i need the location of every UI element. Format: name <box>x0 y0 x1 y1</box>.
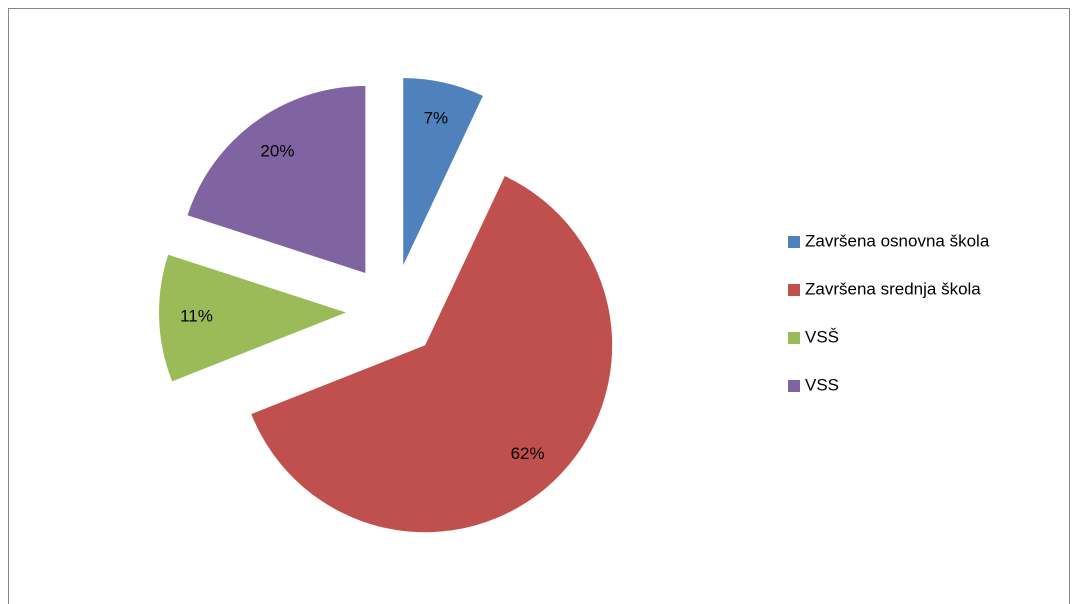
pie-slice <box>251 176 613 533</box>
pie-slice <box>159 254 347 382</box>
data-label: 11% <box>180 307 213 326</box>
data-label: 7% <box>424 109 449 128</box>
legend-swatch <box>788 284 800 296</box>
data-label: 62% <box>511 444 545 463</box>
legend-swatch <box>788 332 800 344</box>
pie-slice <box>403 78 483 266</box>
legend-label: Završena osnovna škola <box>805 231 990 250</box>
legend-swatch <box>788 380 800 392</box>
legend-label: VSS <box>805 375 839 394</box>
legend-swatch <box>788 236 800 248</box>
legend-label: VSŠ <box>805 327 839 346</box>
pie-slice <box>187 85 366 273</box>
legend-label: Završena srednja škola <box>805 279 981 298</box>
data-label: 20% <box>260 141 294 160</box>
chart-border <box>8 8 1070 604</box>
